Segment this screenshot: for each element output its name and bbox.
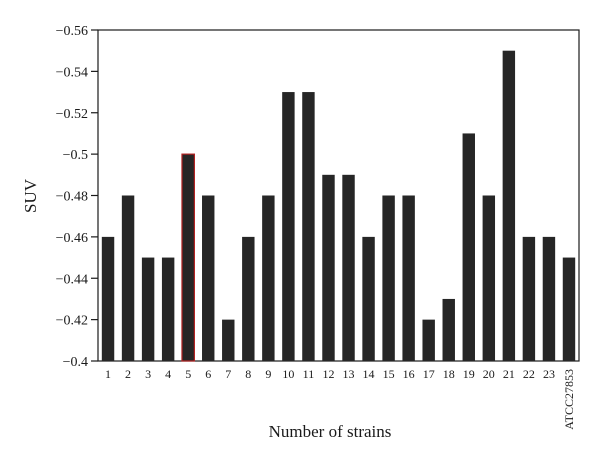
x-tick-label: 8 [245, 367, 251, 381]
bar-11 [302, 92, 315, 361]
bar-ATCC27853 [562, 257, 576, 361]
bar-6 [202, 195, 215, 361]
bars [101, 50, 576, 362]
x-tick-label: 10 [282, 367, 294, 381]
x-tick-label: 13 [343, 367, 355, 381]
y-tick-label: −0.5 [63, 148, 88, 163]
bar-22 [522, 236, 536, 361]
x-tick-label: 6 [205, 367, 211, 381]
x-tick-label: 3 [145, 367, 151, 381]
bar-2 [121, 195, 135, 361]
x-tick-label: 19 [463, 367, 475, 381]
bar-16 [402, 195, 415, 361]
x-tick-label: 7 [225, 367, 231, 381]
x-tick-label: 1 [105, 367, 111, 381]
x-tick-label: 2 [125, 367, 131, 381]
x-tick-label: 18 [443, 367, 455, 381]
bar-13 [342, 174, 355, 361]
y-tick-label: −0.56 [56, 24, 88, 39]
bar-17 [422, 319, 435, 361]
x-tick-label: 14 [363, 367, 375, 381]
bar-12 [322, 174, 335, 361]
y-tick-label: −0.44 [56, 272, 88, 287]
bar-1 [101, 236, 115, 361]
x-tick-label: 12 [322, 367, 334, 381]
y-tick-label: −0.52 [56, 107, 88, 122]
y-axis: −0.56 −0.54 −0.52 −0.5 −0.48 −0.46 −0.44 −0.42 −… [56, 24, 98, 370]
x-tick-label: ATCC27853 [562, 369, 576, 430]
y-tick-label: −0.42 [56, 314, 88, 329]
bar-5 [181, 153, 196, 362]
bar-19 [462, 133, 475, 361]
bar-18 [442, 298, 455, 361]
bar-8 [242, 236, 255, 361]
x-tick-label: 5 [185, 367, 191, 381]
bar-4 [161, 257, 175, 361]
bar-10 [282, 92, 295, 361]
bar-21 [502, 50, 516, 361]
bar-7 [222, 319, 235, 361]
bar-23 [542, 236, 556, 361]
x-tick-label: 16 [403, 367, 415, 381]
x-tick-label: 20 [483, 367, 495, 381]
x-tick-label: 9 [265, 367, 271, 381]
bar-15 [382, 195, 395, 361]
x-tick-label: 22 [523, 367, 535, 381]
x-tick-label: 21 [503, 367, 515, 381]
y-tick-label: −0.46 [56, 231, 88, 246]
y-axis-title: SUV [21, 178, 40, 213]
x-tick-label: 11 [303, 367, 315, 381]
y-tick-label: −0.48 [56, 190, 88, 205]
bar-9 [262, 195, 275, 361]
x-tick-label: 4 [165, 367, 171, 381]
x-axis: 1 2 3 4 5 6 7 8 9 10 11 12 13 14 15 16 17 18 19 20 21 22 23 ATC… [105, 367, 576, 430]
bar-14 [362, 236, 375, 361]
x-tick-label: 15 [383, 367, 395, 381]
bar-3 [141, 257, 155, 361]
y-tick-label: −0.54 [56, 65, 88, 80]
x-axis-title: Number of strains [269, 422, 392, 441]
bar-20 [482, 195, 496, 361]
x-tick-label: 23 [543, 367, 555, 381]
x-tick-label: 17 [423, 367, 435, 381]
y-tick-label: −0.4 [63, 355, 88, 370]
